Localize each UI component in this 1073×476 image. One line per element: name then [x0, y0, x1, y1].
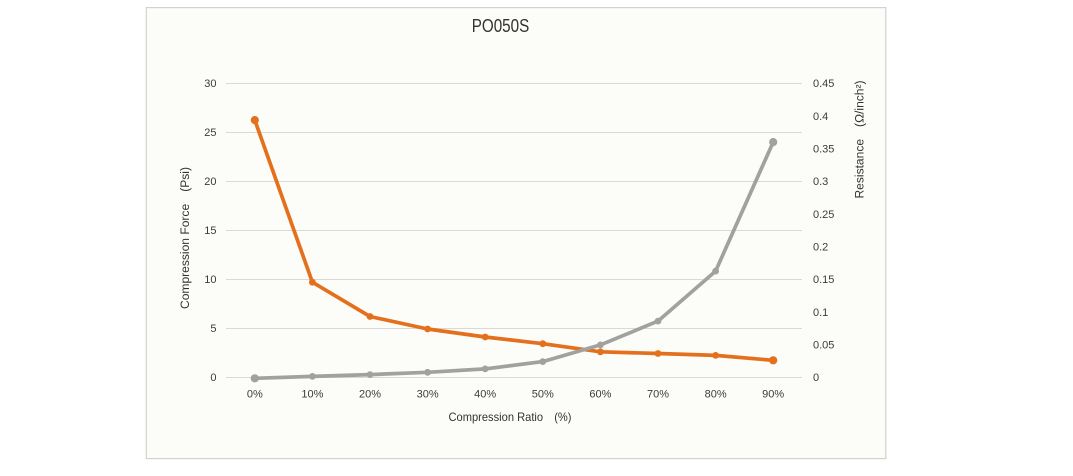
svg-text:50%: 50% — [532, 389, 554, 401]
svg-text:10%: 10% — [301, 389, 323, 401]
svg-text:40%: 40% — [474, 389, 496, 401]
svg-text:0.4: 0.4 — [813, 111, 828, 123]
svg-text:30: 30 — [204, 78, 216, 90]
svg-text:80%: 80% — [705, 389, 727, 401]
svg-text:0.2: 0.2 — [813, 242, 828, 254]
svg-text:0: 0 — [813, 372, 819, 384]
svg-text:Resistance (Ω/inch²): Resistance (Ω/inch²) — [854, 80, 866, 198]
svg-text:20: 20 — [204, 176, 216, 188]
svg-text:0.35: 0.35 — [813, 144, 834, 156]
svg-text:60%: 60% — [589, 389, 611, 401]
svg-text:0.45: 0.45 — [813, 78, 834, 90]
svg-text:0.3: 0.3 — [813, 176, 828, 188]
svg-text:5: 5 — [210, 323, 216, 335]
svg-text:0.05: 0.05 — [813, 340, 834, 352]
svg-text:30%: 30% — [417, 389, 439, 401]
svg-text:15: 15 — [204, 225, 216, 237]
svg-text:Compression Ratio (%): Compression Ratio (%) — [449, 410, 572, 424]
svg-text:70%: 70% — [647, 389, 669, 401]
svg-text:90%: 90% — [762, 389, 784, 401]
svg-text:20%: 20% — [359, 389, 381, 401]
svg-text:25: 25 — [204, 127, 216, 139]
svg-text:PO050S: PO050S — [472, 15, 530, 36]
svg-text:0%: 0% — [247, 389, 263, 401]
svg-text:0.15: 0.15 — [813, 274, 834, 286]
svg-text:0.25: 0.25 — [813, 209, 834, 221]
svg-text:Compression Force (Psi): Compression Force (Psi) — [180, 167, 192, 309]
svg-text:0.1: 0.1 — [813, 307, 828, 319]
svg-text:10: 10 — [204, 274, 216, 286]
svg-text:0: 0 — [210, 372, 216, 384]
